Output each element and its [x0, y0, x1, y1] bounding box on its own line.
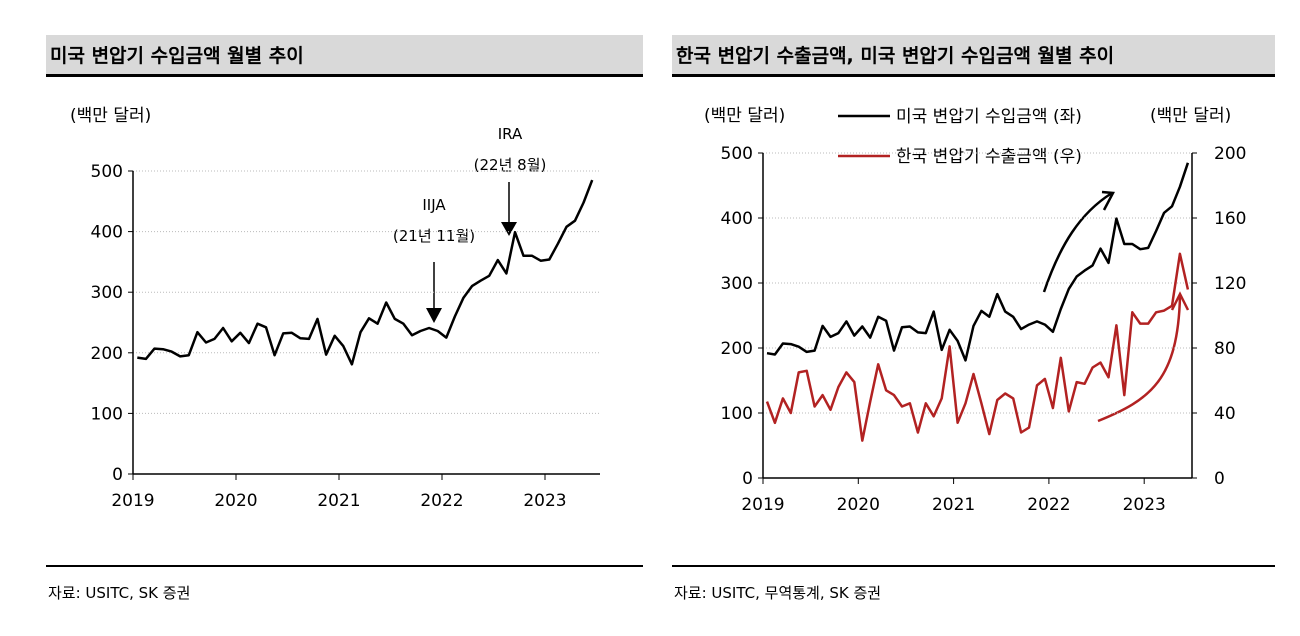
left-chart: (백만 달러) IRA (22년 8월) IIJA (21년 11월) 0 100…: [70, 106, 600, 511]
right-left-unit-label: (백만 달러): [704, 106, 785, 126]
y2-tick-label: 200: [1214, 144, 1246, 164]
x-tick-label: 2020: [837, 495, 880, 515]
right-source: 자료: USITC, 무역통계, SK 증권: [674, 584, 882, 602]
trend-arrow-us: [1042, 191, 1113, 293]
y2-tick-label: 120: [1214, 274, 1246, 294]
y2-tick-label: 160: [1214, 209, 1246, 229]
y-tick-label: 400: [721, 209, 753, 229]
y-tick-label: 200: [721, 339, 753, 359]
x-tick-label: 2022: [420, 491, 463, 511]
y-tick-label: 300: [91, 283, 123, 303]
y-tick-label: 0: [742, 469, 753, 489]
y-tick-label: 100: [91, 404, 123, 424]
x-tick-label: 2019: [741, 495, 784, 515]
trend-arrow-kr: [1097, 295, 1182, 423]
x-tick-label: 2021: [932, 495, 975, 515]
left-footer-rule: [46, 565, 643, 567]
x-tick-label: 2022: [1027, 495, 1070, 515]
y-tick-label: 500: [721, 144, 753, 164]
ira-arrow-icon: [501, 222, 517, 236]
y-tick-label: 400: [91, 223, 123, 243]
series-line-korea-exports: [765, 252, 1190, 442]
right-chart: (백만 달러) (백만 달러) 미국 변압기 수입금액 (좌) 한국 변압기 수…: [704, 106, 1246, 515]
y2-tick-label: 0: [1214, 469, 1225, 489]
legend-label-us: 미국 변압기 수입금액 (좌): [896, 107, 1082, 127]
ira-date-label: (22년 8월): [474, 156, 547, 174]
left-source: 자료: USITC, SK 증권: [48, 584, 191, 602]
right-chart-title: 한국 변압기 수출금액, 미국 변압기 수입금액 월별 추이: [672, 35, 1275, 77]
x-tick-label: 2023: [523, 491, 566, 511]
trend-arrowhead-us-icon: [1101, 190, 1115, 211]
x-tick-label: 2023: [1123, 495, 1166, 515]
y-tick-label: 300: [721, 274, 753, 294]
right-footer-rule: [672, 565, 1275, 567]
x-tick-label: 2021: [317, 491, 360, 511]
y-tick-label: 200: [91, 344, 123, 364]
y-tick-label: 500: [91, 162, 123, 182]
x-tick-label: 2019: [111, 491, 154, 511]
y2-tick-label: 80: [1214, 339, 1236, 359]
series-line-us-imports: [137, 179, 594, 366]
left-unit-label: (백만 달러): [70, 106, 151, 126]
left-chart-title: 미국 변압기 수입금액 월별 추이: [46, 35, 643, 77]
y-tick-label: 0: [112, 465, 123, 485]
x-tick-label: 2020: [214, 491, 257, 511]
iija-date-label: (21년 11월): [393, 227, 475, 245]
series-line-us-imports: [766, 162, 1190, 362]
legend-label-kr: 한국 변압기 수출금액 (우): [896, 147, 1082, 167]
iija-arrow-icon: [426, 308, 442, 323]
ira-label: IRA: [498, 125, 523, 143]
right-right-unit-label: (백만 달러): [1150, 106, 1231, 126]
trend-arrowhead-kr-icon: [1170, 291, 1190, 311]
y-tick-label: 100: [721, 404, 753, 424]
iija-label: IIJA: [422, 196, 446, 214]
y2-tick-label: 40: [1214, 404, 1236, 424]
